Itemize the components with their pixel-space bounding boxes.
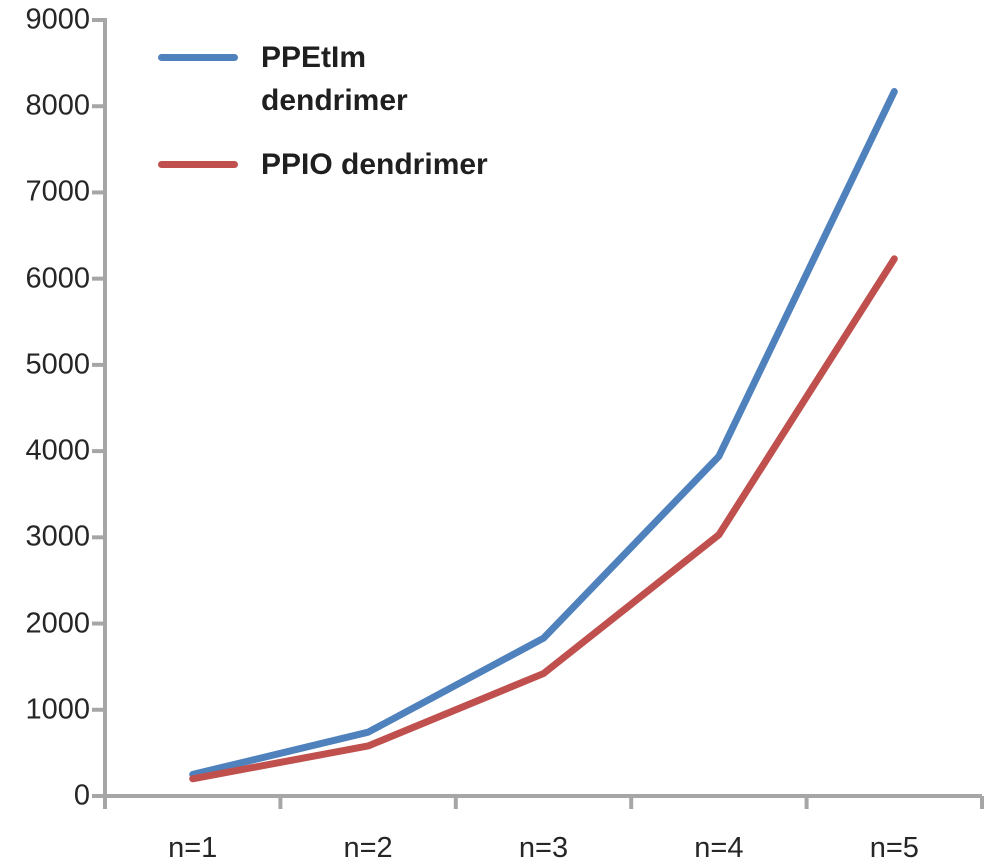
legend-line-swatch-ppetim bbox=[158, 54, 238, 61]
series-line-ppio bbox=[189, 255, 898, 783]
x-tick-label: n=1 bbox=[168, 832, 218, 864]
legend-label-line: PPIO dendrimer bbox=[261, 148, 488, 181]
y-tick-label: 3000 bbox=[25, 520, 90, 553]
x-tick-label: n=4 bbox=[694, 832, 744, 864]
y-tick-label: 5000 bbox=[25, 348, 90, 381]
legend-entry-ppetim: PPEtIm dendrimer bbox=[158, 36, 488, 122]
y-tick-label: 7000 bbox=[25, 175, 90, 208]
y-tick-label: 2000 bbox=[25, 607, 90, 640]
y-tick-label: 6000 bbox=[25, 262, 90, 295]
legend-label-ppetim: PPEtIm dendrimer bbox=[261, 36, 408, 122]
y-tick-label: 0 bbox=[73, 779, 90, 812]
x-tick-label: n=2 bbox=[343, 832, 393, 864]
legend: PPEtIm dendrimer PPIO dendrimer bbox=[158, 36, 488, 186]
y-tick-label: 4000 bbox=[25, 434, 90, 467]
legend-label-line: PPEtIm bbox=[261, 41, 367, 74]
x-tick-label: n=3 bbox=[518, 832, 569, 864]
series-line-ppetim bbox=[189, 88, 898, 778]
y-tick-label: 9000 bbox=[25, 3, 90, 36]
x-tick-label: n=5 bbox=[869, 832, 919, 864]
legend-label-ppio: PPIO dendrimer bbox=[261, 143, 488, 186]
legend-label-line: dendrimer bbox=[261, 84, 408, 117]
legend-entry-ppio: PPIO dendrimer bbox=[158, 143, 488, 186]
y-tick-label: 1000 bbox=[25, 693, 90, 726]
legend-line-swatch-ppio bbox=[158, 161, 238, 168]
y-tick-label: 8000 bbox=[25, 89, 90, 122]
